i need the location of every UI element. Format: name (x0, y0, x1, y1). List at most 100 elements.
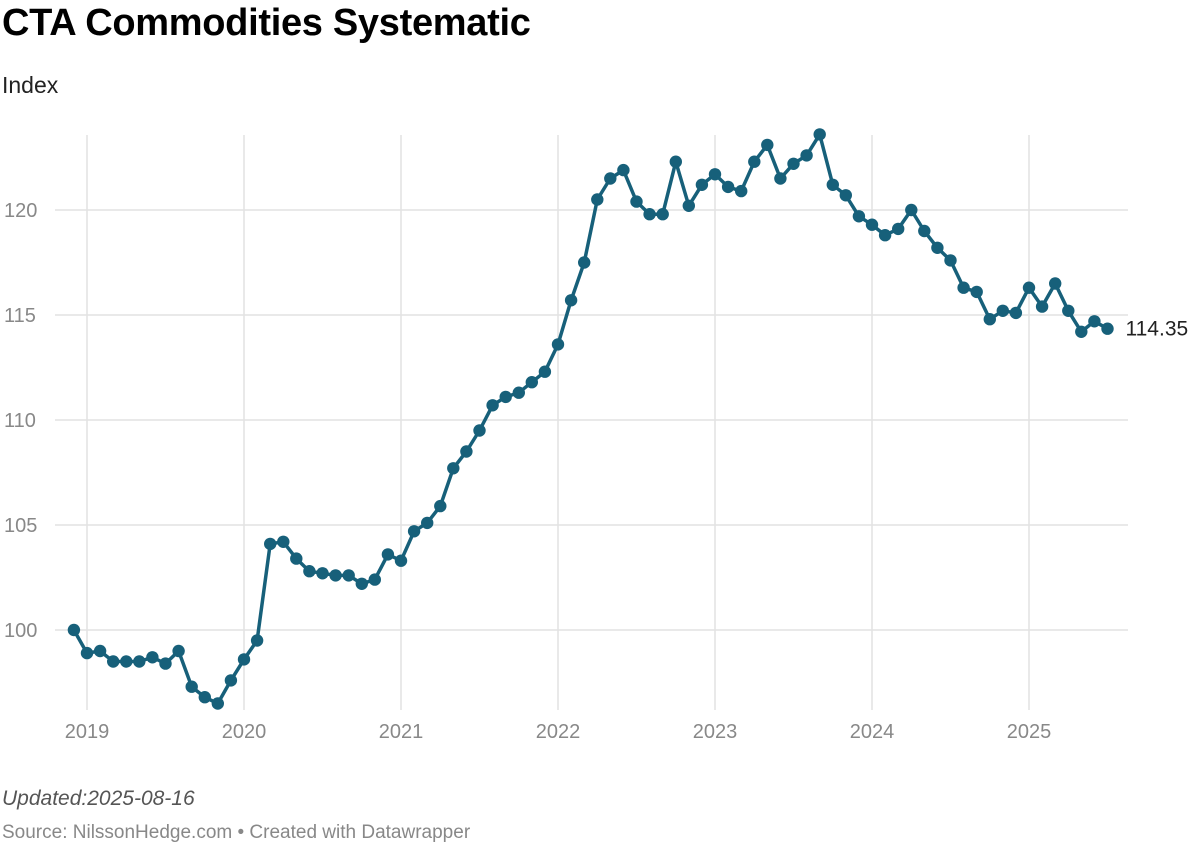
data-point (656, 208, 669, 221)
y-tick-label: 115 (4, 305, 36, 327)
data-point (604, 172, 617, 185)
data-point (381, 548, 395, 561)
data-point (682, 199, 695, 212)
data-point (787, 157, 800, 170)
data-point (905, 203, 918, 217)
data-point (447, 462, 460, 475)
y-tick-label: 105 (4, 515, 37, 537)
data-point (617, 163, 630, 177)
data-point (473, 424, 486, 437)
chart-subtitle: Index (2, 72, 59, 98)
data-point (1022, 281, 1036, 294)
x-tick-label: 2020 (222, 721, 267, 743)
data-point (564, 294, 578, 307)
data-point (1009, 306, 1023, 320)
data-point (761, 138, 774, 152)
data-point (211, 697, 224, 710)
y-tick-label: 100 (4, 620, 37, 642)
data-point (996, 304, 1009, 317)
data-point (460, 445, 473, 458)
data-point (669, 155, 682, 168)
data-point (264, 537, 277, 551)
data-point (67, 623, 81, 637)
data-point (368, 573, 381, 586)
data-point (551, 338, 565, 351)
x-tick-label: 2019 (65, 721, 110, 743)
data-point (146, 651, 159, 664)
data-point (983, 313, 996, 326)
data-point (342, 569, 355, 582)
source-credit: Source: NilssonHedge.com • Created with … (2, 822, 471, 843)
y-tick-label: 110 (4, 410, 36, 432)
data-point (892, 222, 905, 236)
data-point (107, 655, 120, 668)
data-point (735, 184, 748, 198)
data-point (695, 178, 709, 191)
data-point (316, 567, 329, 580)
data-point (826, 178, 839, 191)
data-point (591, 193, 604, 206)
data-point (708, 168, 722, 181)
data-point (303, 565, 316, 578)
data-point (944, 254, 957, 267)
data-point (159, 657, 172, 670)
x-tick-label: 2024 (850, 721, 895, 743)
data-point (918, 224, 931, 238)
data-point (329, 569, 342, 582)
data-point (1075, 325, 1088, 338)
data-point (774, 172, 787, 185)
data-point (250, 634, 264, 647)
data-point (277, 535, 290, 548)
y-tick-label: 120 (4, 200, 37, 222)
data-point (813, 128, 826, 141)
data-point (172, 644, 185, 658)
data-point (1088, 315, 1101, 328)
chart-title: CTA Commodities Systematic (2, 2, 531, 44)
data-point (931, 241, 944, 254)
y-tick-labels: 100 105 110 115 120 (4, 200, 37, 642)
line-chart: 100 105 110 115 120 2019 2020 2021 2022 2023 2024… (4, 128, 1189, 743)
data-point (839, 189, 852, 202)
data-point (407, 525, 421, 538)
last-value-label: 114.35 (1126, 318, 1189, 341)
data-point (852, 210, 866, 223)
series-line (72, 132, 1109, 706)
data-point (80, 646, 94, 660)
data-point (198, 691, 211, 704)
data-point (133, 655, 146, 668)
data-point (355, 577, 368, 590)
data-point (865, 218, 879, 231)
data-point (185, 680, 198, 693)
data-point (721, 180, 735, 194)
updated-date: Updated:2025-08-16 (2, 787, 195, 810)
data-point (878, 229, 892, 242)
data-point (224, 674, 238, 687)
data-point (1101, 322, 1114, 335)
data-point (486, 399, 499, 412)
data-point (800, 149, 813, 162)
data-point (499, 390, 512, 404)
data-point (578, 256, 591, 269)
x-tick-label: 2021 (379, 721, 424, 743)
x-tick-labels: 2019 2020 2021 2022 2023 2024 2025 (65, 721, 1052, 743)
data-point (93, 644, 107, 658)
data-point (394, 554, 408, 567)
data-point (538, 365, 552, 378)
data-point (421, 516, 434, 530)
data-point (630, 195, 643, 208)
data-point (643, 208, 656, 221)
data-point (748, 155, 761, 168)
data-point (970, 285, 983, 299)
data-point (290, 552, 303, 565)
x-tick-label: 2022 (536, 721, 581, 743)
data-point (434, 499, 447, 513)
data-point (957, 281, 970, 294)
x-tick-label: 2025 (1007, 721, 1052, 743)
x-tick-label: 2023 (693, 721, 738, 743)
x-gridlines (86, 135, 1030, 710)
series-layer (67, 128, 1114, 710)
data-point (1062, 304, 1075, 317)
y-gridlines (55, 209, 1128, 631)
data-point (237, 653, 251, 666)
data-point (525, 376, 538, 389)
